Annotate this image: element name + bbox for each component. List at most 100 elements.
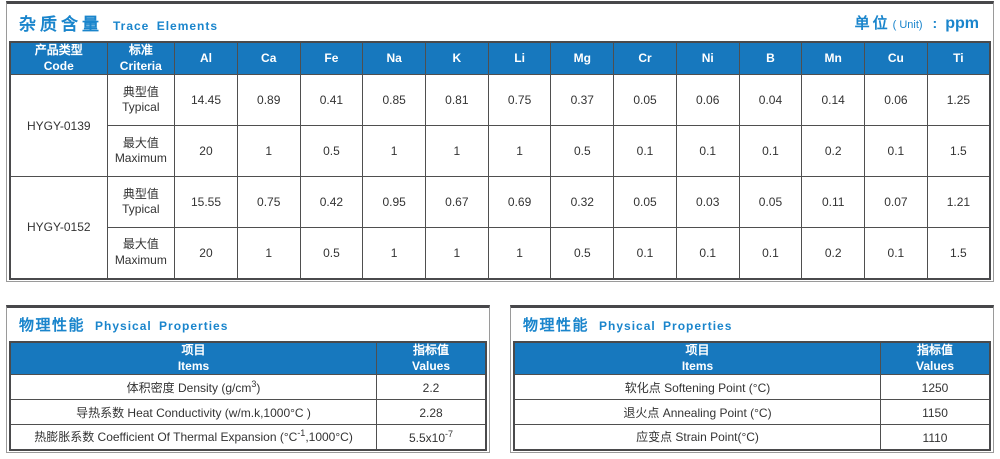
physical-properties-section-left: 物理性能 Physical Properties 项目 Items 指标值 Valu… bbox=[6, 305, 490, 453]
col-header-element: Mg bbox=[550, 41, 615, 76]
unit-indicator: 单位 ( Unit) : ppm bbox=[855, 12, 979, 33]
value-cell: 0.5 bbox=[550, 227, 615, 280]
col-header-code: 产品类型 Code bbox=[9, 41, 108, 76]
trace-elements-section: 杂质含量 Trace Elements 单位 ( Unit) : ppm 产品类… bbox=[6, 1, 994, 282]
value-cell: 1 bbox=[362, 227, 426, 280]
physical-left-title-en: Physical Properties bbox=[95, 319, 229, 333]
value-cell: 0.2 bbox=[801, 125, 866, 178]
col-header-element: Mn bbox=[801, 41, 866, 76]
trace-title-zh: 杂质含量 bbox=[19, 15, 103, 34]
value-cell: 20 bbox=[174, 125, 238, 178]
unit-label-en: ( Unit) bbox=[892, 19, 923, 31]
col-header-items: 项目 Items bbox=[513, 341, 882, 376]
col-header-element: Cr bbox=[613, 41, 677, 76]
physical-right-title-zh: 物理性能 bbox=[523, 317, 590, 334]
value-cell: 0.1 bbox=[738, 227, 803, 280]
code-cell: HYGY-0139 bbox=[9, 74, 108, 178]
value-cell: 1 bbox=[236, 125, 301, 178]
value-cell: 0.05 bbox=[613, 74, 677, 127]
value-cell: 1 bbox=[487, 227, 552, 280]
value-cell: 0.42 bbox=[299, 176, 364, 229]
value-cell: 0.5 bbox=[299, 227, 364, 280]
value-cell: 0.41 bbox=[299, 74, 364, 127]
trace-header-row: 产品类型 Code 标准 Criteria Al Ca Fe Na K Li Mg … bbox=[9, 41, 991, 76]
physical-right-title: 物理性能 Physical Properties bbox=[523, 314, 732, 335]
value-cell: 1250 bbox=[880, 374, 991, 401]
item-cell: 体积密度 Density (g/cm3) bbox=[9, 374, 378, 401]
value-cell: 1 bbox=[236, 227, 301, 280]
value-cell: 0.06 bbox=[675, 74, 740, 127]
col-header-criteria: 标准 Criteria bbox=[106, 41, 176, 76]
item-cell: 退火点 Annealing Point (°C) bbox=[513, 399, 882, 426]
physical-right-header: 物理性能 Physical Properties bbox=[511, 308, 993, 341]
value-cell: 1 bbox=[362, 125, 426, 178]
value-cell: 1.21 bbox=[926, 176, 991, 229]
value-cell: 0.37 bbox=[550, 74, 615, 127]
trace-section-header: 杂质含量 Trace Elements 单位 ( Unit) : ppm bbox=[7, 4, 993, 41]
criteria-cell: 最大值 Maximum bbox=[106, 227, 176, 280]
col-header-element: K bbox=[425, 41, 489, 76]
col-header-element: Ca bbox=[236, 41, 301, 76]
item-cell: 软化点 Softening Point (°C) bbox=[513, 374, 882, 401]
physical-left-title-zh: 物理性能 bbox=[19, 317, 86, 334]
col-header-element: Cu bbox=[864, 41, 928, 76]
physical-left-table: 项目 Items 指标值 Values 体积密度 Density (g/cm3) 2… bbox=[9, 341, 487, 451]
value-cell: 0.1 bbox=[675, 125, 740, 178]
physical-right-title-en: Physical Properties bbox=[599, 319, 733, 333]
value-cell: 0.1 bbox=[613, 125, 677, 178]
table-row: 热膨胀系数 Coefficient Of Thermal Expansion (… bbox=[9, 424, 487, 451]
table-row: HYGY-0152 典型值 Typical 15.55 0.75 0.42 0.9… bbox=[9, 176, 991, 280]
unit-colon: : bbox=[932, 15, 938, 31]
code-cell: HYGY-0152 bbox=[9, 176, 108, 280]
col-header-items: 项目 Items bbox=[9, 341, 378, 376]
unit-value: ppm bbox=[945, 15, 979, 32]
value-cell: 1 bbox=[425, 227, 489, 280]
table-row: 软化点 Softening Point (°C) 1250 bbox=[513, 374, 991, 401]
value-cell: 0.67 bbox=[425, 176, 489, 229]
col-header-values: 指标值 Values bbox=[880, 341, 991, 376]
col-header-element: B bbox=[738, 41, 803, 76]
value-cell: 1.5 bbox=[926, 227, 991, 280]
criteria-cell: 典型值 Typical bbox=[106, 176, 176, 229]
physical-right-table: 项目 Items 指标值 Values 软化点 Softening Point (°… bbox=[513, 341, 991, 451]
value-cell: 0.1 bbox=[675, 227, 740, 280]
value-cell: 0.14 bbox=[801, 74, 866, 127]
item-cell: 热膨胀系数 Coefficient Of Thermal Expansion (… bbox=[9, 424, 378, 451]
col-header-element: Li bbox=[487, 41, 552, 76]
physical-right-header-row: 项目 Items 指标值 Values bbox=[513, 341, 991, 376]
value-cell: 20 bbox=[174, 227, 238, 280]
value-cell: 5.5x10-7 bbox=[376, 424, 487, 451]
value-cell: 0.1 bbox=[613, 227, 677, 280]
value-cell: 0.05 bbox=[613, 176, 677, 229]
value-cell: 0.1 bbox=[864, 125, 928, 178]
value-cell: 0.05 bbox=[738, 176, 803, 229]
value-cell: 0.04 bbox=[738, 74, 803, 127]
value-cell: 0.32 bbox=[550, 176, 615, 229]
physical-left-header: 物理性能 Physical Properties bbox=[7, 308, 489, 341]
table-row: 最大值 Maximum 20 1 0.5 1 1 1 0.5 0.1 0.1 0.… bbox=[10, 227, 991, 280]
table-row: 导热系数 Heat Conductivity (w/m.k,1000°C ) 2… bbox=[9, 399, 487, 426]
value-cell: 0.03 bbox=[675, 176, 740, 229]
col-header-element: Ti bbox=[926, 41, 991, 76]
unit-label-zh: 单位 bbox=[854, 15, 891, 32]
trace-title: 杂质含量 Trace Elements bbox=[19, 10, 218, 35]
value-cell: 1 bbox=[425, 125, 489, 178]
table-row: 体积密度 Density (g/cm3) 2.2 bbox=[9, 374, 487, 401]
value-cell: 0.1 bbox=[864, 227, 928, 280]
value-cell: 0.06 bbox=[864, 74, 928, 127]
item-cell: 导热系数 Heat Conductivity (w/m.k,1000°C ) bbox=[9, 399, 378, 426]
value-cell: 15.55 bbox=[174, 176, 238, 229]
value-cell: 0.85 bbox=[362, 74, 426, 127]
value-cell: 2.28 bbox=[376, 399, 487, 426]
item-cell: 应变点 Strain Point(°C) bbox=[513, 424, 882, 451]
physical-properties-section-right: 物理性能 Physical Properties 项目 Items 指标值 Valu… bbox=[510, 305, 994, 453]
value-cell: 0.5 bbox=[550, 125, 615, 178]
value-cell: 1 bbox=[487, 125, 552, 178]
col-header-values: 指标值 Values bbox=[376, 341, 487, 376]
value-cell: 2.2 bbox=[376, 374, 487, 401]
criteria-cell: 典型值 Typical bbox=[106, 74, 176, 127]
value-cell: 0.95 bbox=[362, 176, 426, 229]
physical-left-title: 物理性能 Physical Properties bbox=[19, 314, 228, 335]
trace-title-en: Trace Elements bbox=[113, 19, 219, 33]
value-cell: 0.75 bbox=[487, 74, 552, 127]
